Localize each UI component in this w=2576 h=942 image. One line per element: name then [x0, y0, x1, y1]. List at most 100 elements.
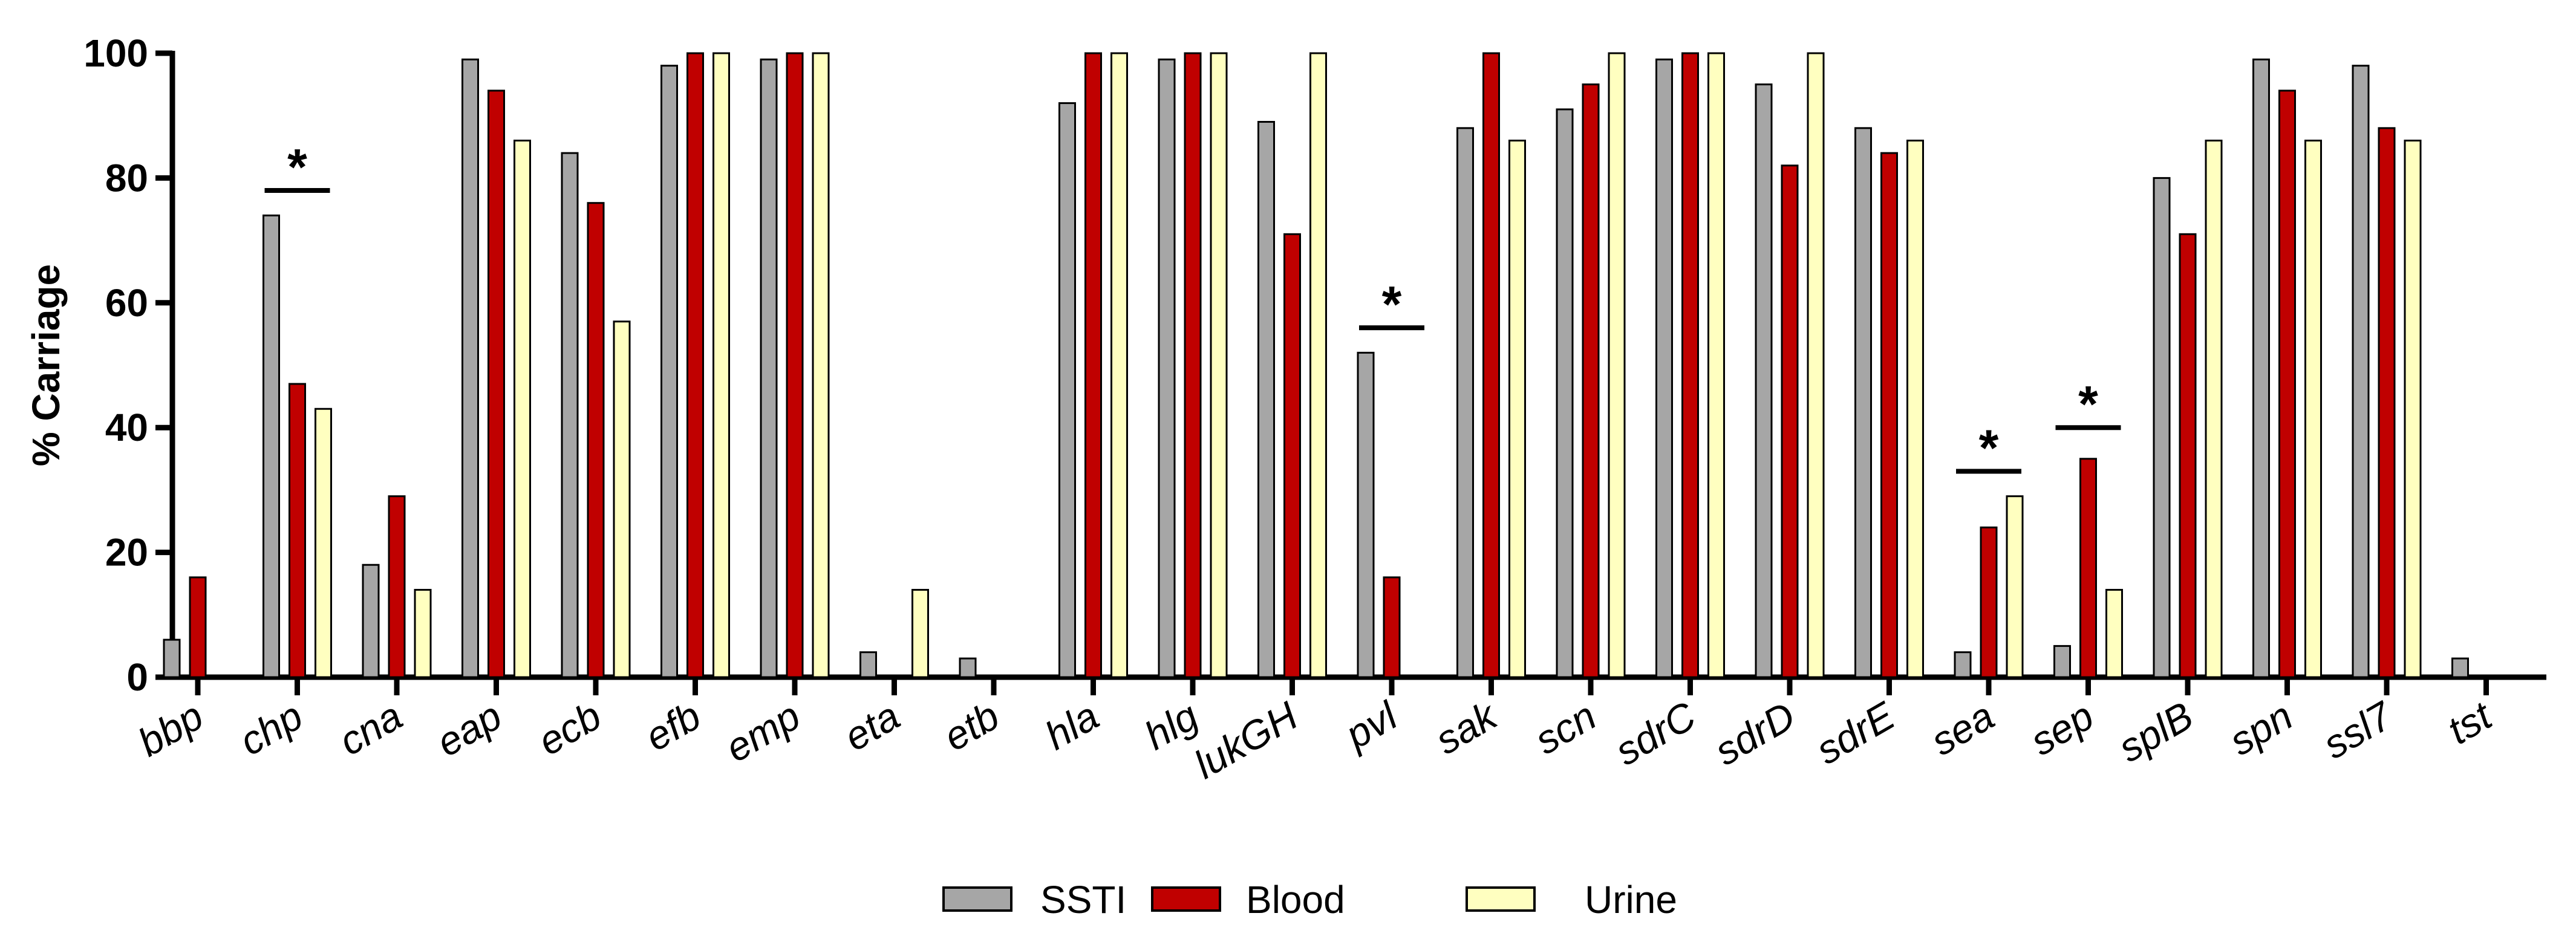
- legend-swatch-blood: [1151, 886, 1221, 912]
- bar-blood-ssl7: [2378, 127, 2396, 678]
- y-tick-label: 0: [126, 655, 148, 699]
- x-tick-label: etb: [936, 693, 1006, 759]
- bar-ssti-eta: [859, 651, 877, 678]
- bar-blood-splB: [2179, 233, 2197, 678]
- bar-blood-lukGH: [1283, 233, 1301, 678]
- bar-blood-efb: [686, 52, 704, 678]
- bar-ssti-bbp: [163, 638, 181, 678]
- x-tick-label: sea: [1923, 693, 2001, 764]
- bar-ssti-pvl: [1357, 351, 1375, 678]
- bar-urine-sdrE: [1906, 139, 1924, 678]
- x-tick-label: ecb: [530, 693, 608, 764]
- x-tick-label: pvl: [1337, 692, 1406, 758]
- bar-ssti-sdrD: [1755, 83, 1773, 678]
- significance-star: *: [2078, 375, 2098, 432]
- x-tick-label: tst: [2440, 692, 2500, 753]
- legend-label-ssti: SSTI: [1040, 878, 1126, 921]
- bar-urine-lukGH: [1309, 52, 1327, 678]
- bar-blood-sea: [1980, 526, 1998, 678]
- bar-blood-hlg: [1184, 52, 1202, 678]
- y-tick-label: 60: [105, 281, 148, 325]
- bar-ssti-chp: [262, 214, 280, 678]
- x-tick-label: spn: [2222, 693, 2300, 764]
- y-tick-label: 80: [105, 156, 148, 200]
- bar-urine-sep: [2105, 589, 2123, 678]
- bar-urine-sdrD: [1807, 52, 1825, 678]
- y-tick-label: 20: [105, 531, 148, 574]
- legend-label-blood: Blood: [1246, 878, 1345, 921]
- x-tick-label: sdrC: [1608, 692, 1704, 773]
- bar-blood-sep: [2079, 458, 2097, 678]
- legend-item-ssti: SSTI: [942, 878, 1126, 921]
- bar-urine-sdrC: [1707, 52, 1725, 678]
- bar-blood-ecb: [587, 202, 605, 678]
- bar-urine-hlg: [1210, 52, 1228, 678]
- bar-urine-chp: [315, 408, 332, 678]
- bar-blood-cna: [388, 495, 406, 678]
- bar-urine-cna: [414, 589, 432, 678]
- bar-ssti-hla: [1058, 102, 1076, 678]
- bar-urine-ssl7: [2404, 139, 2422, 678]
- legend-label-urine: Urine: [1585, 878, 1677, 921]
- bar-ssti-sep: [2053, 645, 2071, 678]
- bar-blood-eap: [487, 89, 505, 678]
- bar-urine-spn: [2304, 139, 2322, 678]
- bar-blood-sdrC: [1681, 52, 1699, 678]
- bar-urine-efb: [712, 52, 730, 678]
- bar-ssti-lukGH: [1257, 121, 1275, 678]
- bar-blood-emp: [786, 52, 804, 678]
- x-tick-label: cna: [331, 693, 409, 764]
- x-tick-label: sdrD: [1707, 693, 1802, 774]
- bar-blood-hla: [1084, 52, 1102, 678]
- bar-ssti-sak: [1456, 127, 1474, 678]
- bar-urine-sea: [2006, 495, 2024, 678]
- x-tick-label: scn: [1527, 693, 1603, 762]
- legend: SSTI Blood Urine: [942, 878, 1677, 921]
- bar-ssti-etb: [959, 657, 977, 678]
- bar-blood-pvl: [1383, 576, 1401, 678]
- bar-ssti-efb: [660, 65, 678, 678]
- significance-star: *: [1979, 419, 1999, 476]
- bar-urine-scn: [1608, 52, 1626, 678]
- bar-urine-emp: [812, 52, 830, 678]
- x-tick-label: splB: [2111, 693, 2200, 770]
- bar-blood-sdrD: [1781, 164, 1799, 678]
- bar-ssti-spn: [2252, 58, 2270, 678]
- bar-ssti-tst: [2451, 657, 2469, 678]
- annotations: * * * *: [264, 138, 2121, 476]
- x-tick-label: bbp: [131, 693, 210, 765]
- x-tick-label: emp: [718, 693, 807, 770]
- bar-blood-scn: [1582, 83, 1600, 678]
- x-tick-label: eta: [836, 693, 907, 759]
- bar-blood-sak: [1482, 52, 1500, 678]
- legend-item-blood: Blood: [1151, 878, 1345, 921]
- x-tick-label: eap: [429, 693, 509, 765]
- legend-swatch-ssti: [942, 886, 1012, 912]
- x-tick-label: lukGH: [1187, 693, 1305, 787]
- bar-urine-eta: [911, 589, 929, 678]
- y-tick-label: 100: [83, 31, 148, 75]
- x-tick-label: sak: [1428, 692, 1506, 763]
- bar-urine-sak: [1508, 139, 1526, 678]
- bar-ssti-ecb: [561, 152, 579, 678]
- bar-ssti-sdrE: [1854, 127, 1872, 678]
- significance-star: *: [287, 138, 307, 195]
- bar-blood-spn: [2278, 89, 2296, 678]
- bar-blood-bbp: [189, 576, 207, 678]
- bars: [163, 52, 2469, 678]
- x-tick-label: ssl7: [2315, 692, 2401, 767]
- bar-ssti-cna: [362, 564, 380, 678]
- legend-swatch-urine: [1466, 886, 1536, 912]
- bar-urine-ecb: [613, 320, 631, 678]
- y-axis-title: % Carriage: [24, 264, 68, 466]
- bar-ssti-splB: [2153, 177, 2171, 678]
- x-tick-label: sdrE: [1808, 693, 1902, 773]
- x-tick-label: efb: [637, 693, 708, 759]
- bar-ssti-emp: [760, 58, 778, 678]
- legend-item-urine: Urine: [1466, 878, 1677, 921]
- bar-urine-hla: [1110, 52, 1128, 678]
- bar-ssti-sea: [1954, 651, 1972, 678]
- x-tick-label: sep: [2023, 693, 2101, 764]
- bar-ssti-ssl7: [2352, 65, 2370, 678]
